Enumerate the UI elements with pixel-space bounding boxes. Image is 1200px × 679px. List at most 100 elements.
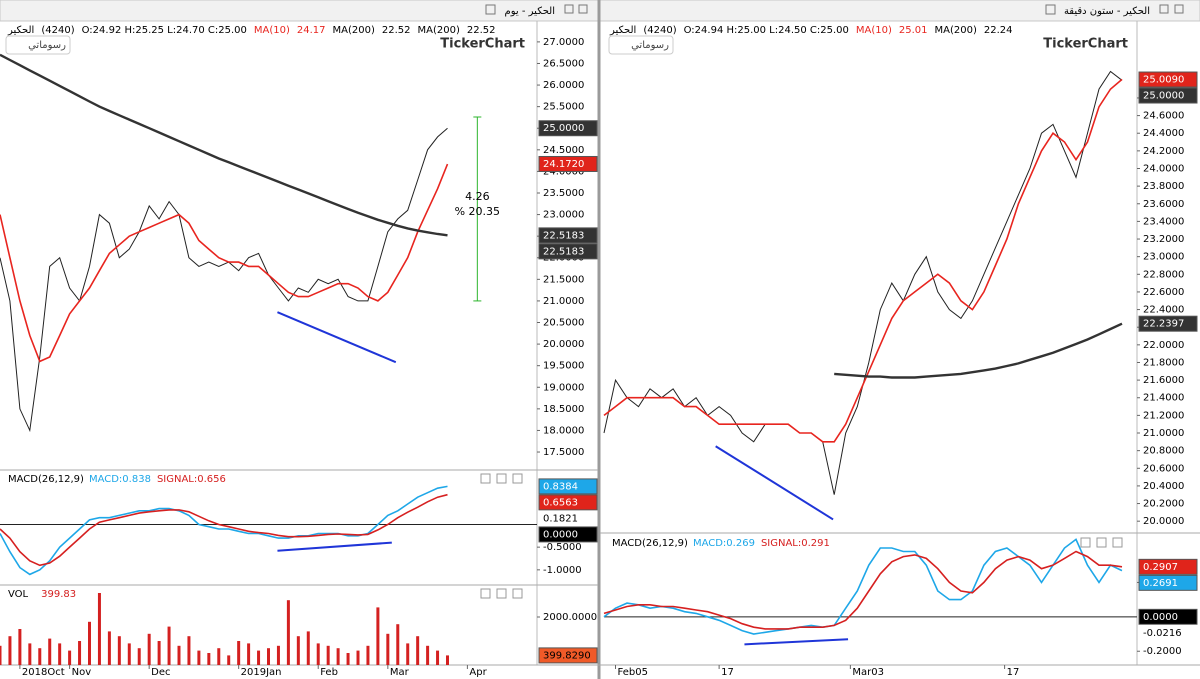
window-button[interactable] [578, 4, 588, 14]
y-tick-label: 22.0000 [1143, 340, 1184, 351]
volume-bar [127, 643, 131, 665]
panel-button[interactable] [496, 588, 507, 599]
y-tick-label: -0.5000 [543, 542, 582, 553]
info-text: O:24.94 H:25.00 L:24.50 C:25.00 [684, 25, 849, 36]
volume-bar [316, 643, 320, 665]
y-tick-label: 23.6000 [1143, 199, 1184, 210]
y-tick-label: 22.4000 [1143, 305, 1184, 316]
volume-bar [386, 633, 390, 665]
volume-bar [406, 643, 410, 665]
panel-button[interactable] [496, 473, 507, 484]
logo: TickerChart [440, 37, 525, 52]
volume-bar [28, 643, 32, 665]
info-text: 24.17 [297, 25, 326, 36]
x-tick-label: 2019Jan [241, 667, 282, 678]
volume-bar [276, 645, 280, 665]
y-tick-label: 26.0000 [543, 80, 584, 91]
legend-entry: MACD:0.269 [693, 538, 755, 549]
panel-title: VOL [8, 589, 29, 600]
volume-bar [177, 645, 181, 665]
y-tick-label: 20.2000 [1143, 499, 1184, 510]
y-tick-label: 21.0000 [543, 296, 584, 307]
volume-bar [167, 626, 171, 665]
panel-button[interactable] [512, 588, 523, 599]
volume-bar [68, 650, 72, 665]
window-button[interactable] [564, 4, 574, 14]
price-tag-label: -0.0216 [1143, 628, 1182, 639]
info-text: O:24.92 H:25.25 L:24.70 C:25.00 [82, 25, 247, 36]
window-title: الحكير - ستون دقيقة [1064, 6, 1150, 17]
price-tag-label: 0.2691 [1143, 578, 1178, 589]
y-tick-label: 27.0000 [543, 37, 584, 48]
price-tag [538, 227, 598, 244]
info-text: MA(200) [418, 25, 460, 36]
drawings-button-label[interactable]: رسوماتي [28, 40, 66, 51]
panel-title: MACD(26,12,9) [8, 474, 84, 485]
x-tick-label: Mar03 [852, 667, 884, 678]
window-button[interactable] [485, 4, 496, 15]
volume-bar [197, 650, 201, 665]
x-tick-label: Apr [469, 667, 487, 678]
y-tick-label: 19.5000 [543, 361, 584, 372]
volume-bar [117, 636, 121, 665]
info-text: MA(200) [935, 25, 977, 36]
volume-bar [0, 645, 2, 665]
price-tag-label: 0.0000 [543, 529, 578, 540]
price-tag [538, 526, 598, 543]
volume-bar [296, 636, 300, 665]
series-line [0, 163, 449, 363]
volume-bar [217, 648, 221, 665]
y-tick-label: 23.5000 [543, 188, 584, 199]
x-tick-label: Feb [320, 667, 338, 678]
volume-bar [336, 648, 340, 665]
drawings-button-label[interactable]: رسوماتي [631, 40, 669, 51]
y-tick-label: 20.5000 [543, 318, 584, 329]
drawings-button[interactable] [5, 35, 71, 55]
window-button[interactable] [1174, 4, 1184, 14]
panel-title: MACD(26,12,9) [612, 538, 688, 549]
info-text: الحكير [609, 25, 636, 36]
legend-entry: SIGNAL:0.656 [157, 474, 226, 485]
series-line [834, 322, 1123, 379]
window-button[interactable] [1045, 4, 1056, 15]
range-sublabel: % 20.35 [455, 205, 500, 218]
y-tick-label: 24.4000 [1143, 128, 1184, 139]
volume-bar [366, 645, 370, 665]
volume-bar [426, 645, 430, 665]
volume-bar [227, 655, 231, 665]
panel-button[interactable] [1096, 537, 1107, 548]
y-tick-label: 20.6000 [1143, 463, 1184, 474]
info-text: 25.01 [899, 25, 928, 36]
price-tag-label: 399.8290 [543, 650, 591, 661]
window-button[interactable] [1159, 4, 1169, 14]
price-tag-label: 22.5183 [543, 246, 584, 257]
y-tick-label: -1.0000 [543, 565, 582, 576]
series-line [603, 78, 1123, 443]
panel-button[interactable] [480, 473, 491, 484]
y-tick-label: 24.6000 [1143, 111, 1184, 122]
x-tick-label: Nov [72, 667, 92, 678]
y-tick-label: 20.0000 [1143, 516, 1184, 527]
volume-bar [356, 650, 360, 665]
panel-button[interactable] [1080, 537, 1091, 548]
price-tag-label: 0.0000 [1143, 612, 1178, 623]
volume-bar [436, 650, 440, 665]
y-tick-label: 23.0000 [543, 210, 584, 221]
legend-entry: MACD:0.838 [89, 474, 151, 485]
volume-bar [286, 600, 290, 665]
legend-entry: SIGNAL:0.291 [761, 538, 830, 549]
y-tick-label: 21.4000 [1143, 393, 1184, 404]
panel-button[interactable] [480, 588, 491, 599]
price-tag-label: 22.2397 [1143, 319, 1184, 330]
price-tag-label: 22.5183 [543, 230, 584, 241]
y-tick-label: 2000.0000 [543, 612, 597, 623]
price-tag [1138, 315, 1198, 332]
y-tick-label: 23.0000 [1143, 252, 1184, 263]
y-tick-label: 17.5000 [543, 447, 584, 458]
drawings-button[interactable] [608, 35, 674, 55]
volume-bar [58, 643, 62, 665]
panel-button[interactable] [512, 473, 523, 484]
panel-button[interactable] [1112, 537, 1123, 548]
series-line [0, 127, 448, 433]
